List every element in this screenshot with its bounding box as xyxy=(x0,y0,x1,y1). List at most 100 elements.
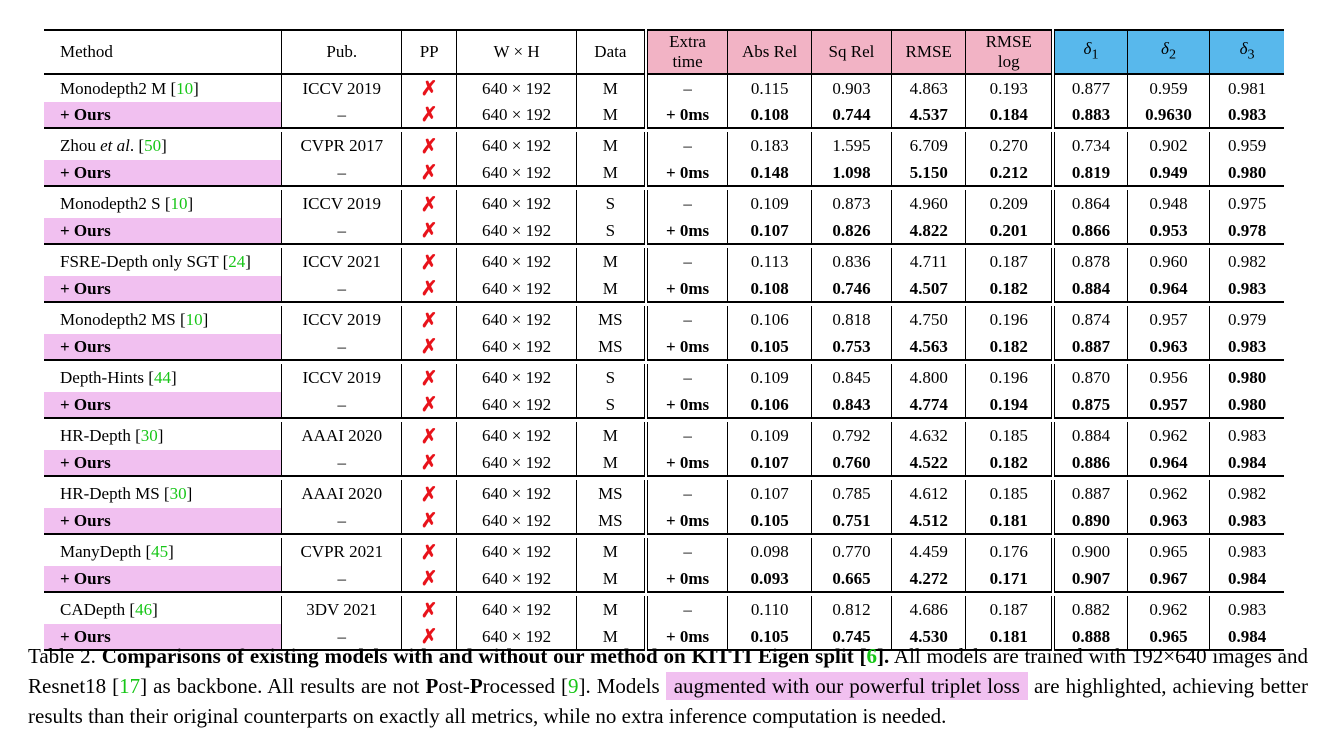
delta2-cell: 0.962 xyxy=(1126,596,1210,624)
header-rmse-log-line1: RMSE xyxy=(985,32,1032,51)
caption-cite-9: 9 xyxy=(567,674,579,698)
rmse-cell: 4.522 xyxy=(891,450,966,476)
delta3-cell: 0.981 xyxy=(1209,74,1284,102)
delta1-cell: 0.882 xyxy=(1051,596,1128,624)
citation-open: [ xyxy=(145,542,152,561)
data-cell: MS xyxy=(576,334,646,360)
abs-rel-cell: 0.106 xyxy=(727,306,812,334)
table-row-ours: + Ours – ✗ 640 × 192 M + 0ms 0.093 0.665 4.272 0.… xyxy=(44,566,1284,592)
sq-rel-cell: 0.826 xyxy=(810,218,892,244)
extra-time-cell: – xyxy=(643,364,728,392)
data-cell: S xyxy=(576,392,646,418)
header-rmse-log: RMSE log xyxy=(965,30,1054,74)
citation-close: ] xyxy=(157,426,164,445)
table-row-ours: + Ours – ✗ 640 × 192 S + 0ms 0.106 0.843 4.774 0.… xyxy=(44,392,1284,418)
rmse-log-cell: 0.181 xyxy=(965,508,1054,534)
table-row-baseline: HR-Depth [30] AAAI 2020 ✗ 640 × 192 M –0.109 0… xyxy=(44,422,1284,450)
header-delta1: δ1 xyxy=(1051,30,1128,74)
citation-close: ] xyxy=(193,78,199,98)
table-row-group: FSRE-Depth only SGT [24] ICCV 2021 ✗ 640 × … xyxy=(44,248,1284,302)
extra-time-cell: + 0ms xyxy=(643,566,728,592)
caption-p2: P xyxy=(469,674,483,698)
pp-cell: ✗ xyxy=(401,422,457,450)
citation-close: ] xyxy=(186,484,193,503)
citation-close: ] xyxy=(152,600,158,619)
abs-rel-cell: 0.108 xyxy=(727,102,812,128)
method-cell: + Ours xyxy=(44,160,282,186)
resolution-cell: 640 × 192 xyxy=(456,276,577,302)
table-row-group: HR-Depth MS [30] AAAI 2020 ✗ 640 × 192 MS –0.… xyxy=(44,480,1284,534)
extra-time-cell: + 0ms xyxy=(643,102,728,128)
pub-cell: – xyxy=(281,450,402,476)
delta2-cell: 0.9630 xyxy=(1126,102,1210,128)
abs-rel-cell: 0.106 xyxy=(727,392,812,418)
method-name: + Ours xyxy=(60,336,111,356)
citation-number: 50 xyxy=(144,136,162,155)
caption-title: Comparisons of existing models with and … xyxy=(102,644,890,668)
extra-time-cell: + 0ms xyxy=(643,392,728,418)
citation-number: 45 xyxy=(151,542,169,561)
rmse-cell: 4.822 xyxy=(891,218,966,244)
delta2-cell: 0.956 xyxy=(1126,364,1210,392)
rmse-log-cell: 0.185 xyxy=(965,422,1054,450)
pp-cell: ✗ xyxy=(401,190,457,218)
pp-cell: ✗ xyxy=(401,248,457,276)
extra-time-cell: + 0ms xyxy=(643,276,728,302)
delta3-cell: 0.959 xyxy=(1209,132,1284,160)
resolution-cell: 640 × 192 xyxy=(456,480,577,508)
method-name: + Ours xyxy=(60,452,111,472)
abs-rel-cell: 0.183 xyxy=(727,132,812,160)
table-row-ours: + Ours – ✗ 640 × 192 MS + 0ms 0.105 0.751 4.512 0… xyxy=(44,508,1284,534)
pub-cell: ICCV 2019 xyxy=(281,190,402,218)
cross-icon: ✗ xyxy=(420,541,438,564)
abs-rel-cell: 0.107 xyxy=(727,480,812,508)
rmse-log-cell: 0.201 xyxy=(965,218,1054,244)
rmse-log-cell: 0.196 xyxy=(965,364,1054,392)
cross-icon: ✗ xyxy=(420,278,438,300)
extra-time-cell: – xyxy=(643,422,728,450)
pub-cell: – xyxy=(281,334,402,360)
pub-cell: ICCV 2019 xyxy=(281,364,402,392)
rmse-cell: 6.709 xyxy=(891,132,966,160)
header-delta3-sub: 3 xyxy=(1247,46,1255,63)
header-delta3-symbol: δ xyxy=(1239,39,1248,59)
citation-close: ] xyxy=(168,542,174,561)
method-cell: + Ours xyxy=(44,276,282,302)
abs-rel-cell: 0.148 xyxy=(727,160,812,186)
delta2-cell: 0.963 xyxy=(1126,508,1210,534)
delta3-cell: 0.980 xyxy=(1209,392,1284,418)
table-row-baseline: FSRE-Depth only SGT [24] ICCV 2021 ✗ 640 × … xyxy=(44,248,1284,276)
delta2-cell: 0.964 xyxy=(1126,450,1210,476)
caption-text-5: ]. Models xyxy=(578,674,666,698)
pp-cell: ✗ xyxy=(401,596,457,624)
pub-cell: – xyxy=(281,624,402,650)
resolution-cell: 640 × 192 xyxy=(456,538,577,566)
data-cell: MS xyxy=(576,480,646,508)
method-cell: FSRE-Depth only SGT [24] xyxy=(44,248,282,276)
delta2-cell: 0.965 xyxy=(1126,624,1210,650)
resolution-cell: 640 × 192 xyxy=(456,508,577,534)
method-name-italic: et al xyxy=(100,136,130,155)
sq-rel-cell: 0.818 xyxy=(810,306,892,334)
header-delta2: δ2 xyxy=(1126,30,1210,74)
citation-open: [ xyxy=(163,484,170,503)
delta3-cell: 0.982 xyxy=(1209,248,1284,276)
abs-rel-cell: 0.093 xyxy=(727,566,812,592)
rmse-log-cell: 0.171 xyxy=(965,566,1054,592)
extra-time-cell: + 0ms xyxy=(643,160,728,186)
table-row-baseline: Zhou et al. [50] CVPR 2017 ✗ 640 × 192 M –0.1… xyxy=(44,132,1284,160)
method-name: + Ours xyxy=(60,394,111,414)
delta3-cell: 0.983 xyxy=(1209,508,1284,534)
sq-rel-cell: 0.812 xyxy=(810,596,892,624)
citation-number: 30 xyxy=(169,484,187,503)
method-cell: + Ours xyxy=(44,102,282,128)
data-cell: M xyxy=(576,624,646,650)
abs-rel-cell: 0.105 xyxy=(727,624,812,650)
rmse-cell: 4.750 xyxy=(891,306,966,334)
caption-highlight: augmented with our powerful triplet loss xyxy=(665,672,1028,700)
rmse-log-cell: 0.185 xyxy=(965,480,1054,508)
delta3-cell: 0.984 xyxy=(1209,566,1284,592)
pub-cell: – xyxy=(281,218,402,244)
resolution-cell: 640 × 192 xyxy=(456,364,577,392)
delta2-cell: 0.963 xyxy=(1126,334,1210,360)
